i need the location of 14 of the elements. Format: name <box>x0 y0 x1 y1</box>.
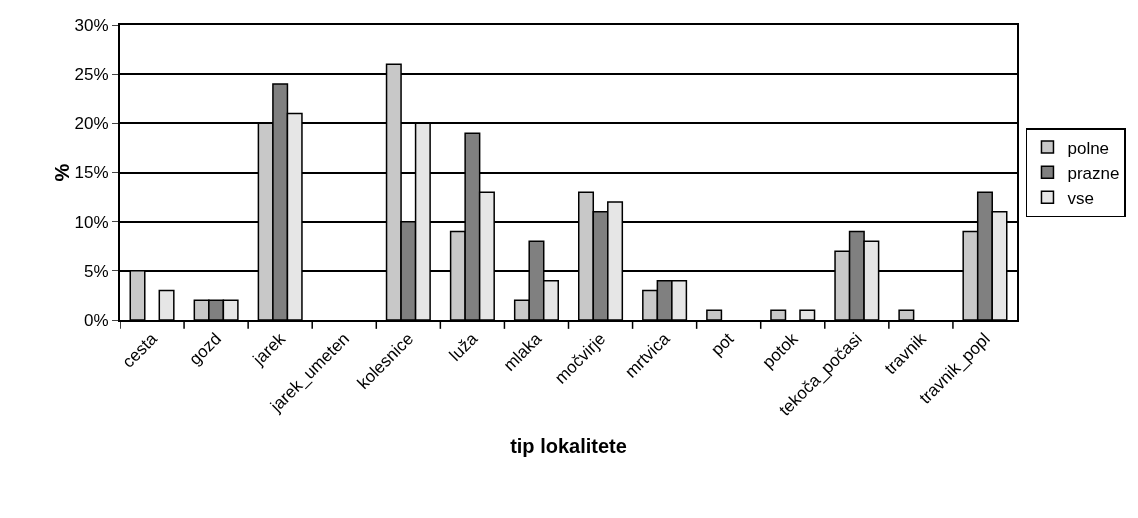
y-tick-label: 25% <box>74 65 109 85</box>
y-tick-label: 10% <box>74 212 109 232</box>
y-tick-label: 5% <box>84 261 109 281</box>
x-tick-label: luža <box>445 328 482 365</box>
y-tick-label: 20% <box>74 114 109 134</box>
legend-label: prazne <box>1067 163 1120 183</box>
y-tick-label: 30% <box>74 15 109 35</box>
legend-label: vse <box>1067 188 1094 208</box>
y-tick-label: 15% <box>74 163 109 183</box>
legend-label: polne <box>1067 138 1110 158</box>
y-tick-label: 0% <box>84 310 109 330</box>
x-axis-title: tip lokalitete <box>510 434 627 457</box>
x-tick-label: pot <box>707 329 738 360</box>
y-axis-title: % <box>50 163 73 182</box>
